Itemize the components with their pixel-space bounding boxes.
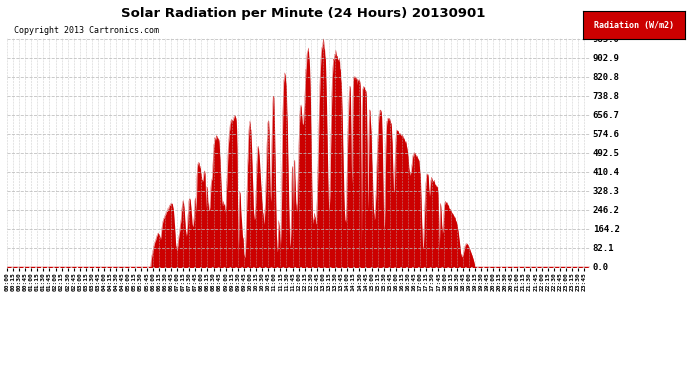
- Text: Copyright 2013 Cartronics.com: Copyright 2013 Cartronics.com: [14, 26, 159, 35]
- Text: Radiation (W/m2): Radiation (W/m2): [594, 21, 674, 30]
- Text: Solar Radiation per Minute (24 Hours) 20130901: Solar Radiation per Minute (24 Hours) 20…: [121, 8, 486, 21]
